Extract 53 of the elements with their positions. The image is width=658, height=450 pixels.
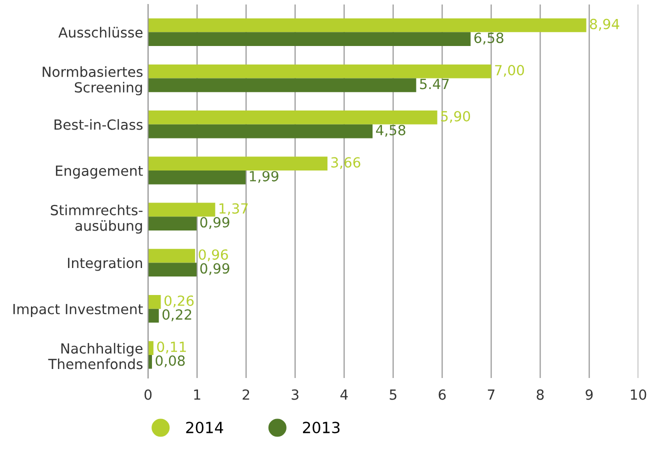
x-tick-label: 6 bbox=[438, 389, 446, 400]
y-tick-label: Stimmrechts- ausübung bbox=[50, 204, 143, 234]
data-label: 5.47 bbox=[420, 78, 449, 90]
x-tick-label: 5 bbox=[390, 390, 396, 400]
bar bbox=[148, 216, 197, 230]
bar bbox=[148, 156, 328, 170]
data-label: 0,99 bbox=[200, 217, 230, 229]
legend-label: 2013 bbox=[302, 422, 340, 434]
data-label: 1,99 bbox=[250, 170, 278, 183]
x-tick-label: 1 bbox=[194, 390, 200, 400]
data-label: 0,96 bbox=[198, 249, 228, 262]
bar bbox=[148, 341, 154, 355]
x-tick-label: 10 bbox=[630, 389, 646, 400]
y-tick-label: Nachhaltige Themenfonds bbox=[48, 342, 143, 370]
x-tick-label: 9 bbox=[586, 389, 593, 400]
y-tick-label: Engagement bbox=[56, 166, 143, 179]
data-label: 1,37 bbox=[220, 203, 248, 216]
data-label: 0,08 bbox=[156, 355, 185, 368]
x-tick-label: 8 bbox=[536, 389, 544, 400]
bar bbox=[148, 248, 196, 263]
data-label: 5,90 bbox=[441, 110, 470, 123]
bar bbox=[148, 202, 216, 217]
y-tick-label: Integration bbox=[68, 257, 142, 271]
x-tick-label: 3 bbox=[292, 389, 298, 400]
bar bbox=[148, 78, 416, 92]
y-tick-label: Impact Investment bbox=[13, 304, 143, 317]
bar bbox=[148, 32, 471, 46]
x-tick-label: 7 bbox=[488, 390, 494, 400]
data-label: 0,99 bbox=[200, 263, 230, 276]
bar bbox=[148, 64, 492, 78]
x-tick-label: 0 bbox=[144, 389, 152, 400]
data-label: 4,58 bbox=[376, 124, 406, 137]
bar bbox=[148, 308, 159, 323]
x-tick-label: 2 bbox=[242, 389, 250, 400]
bar bbox=[148, 110, 438, 124]
bar bbox=[148, 124, 373, 138]
data-label: 0,11 bbox=[157, 342, 186, 354]
data-label: 7,00 bbox=[495, 64, 524, 77]
data-label: 3,66 bbox=[331, 157, 360, 170]
data-label: 0,26 bbox=[164, 295, 194, 308]
x-tick-label: 4 bbox=[340, 390, 348, 400]
bar bbox=[148, 170, 246, 184]
y-tick-label: Normbasiertes Screening bbox=[42, 66, 143, 96]
data-label: 8,94 bbox=[590, 18, 620, 31]
data-label: 0,22 bbox=[162, 309, 192, 322]
bar bbox=[148, 354, 152, 369]
data-label: 6,58 bbox=[474, 32, 504, 45]
bar bbox=[148, 262, 197, 277]
legend-label: 2014 bbox=[186, 422, 224, 434]
y-tick-label: Best-in-Class bbox=[54, 119, 143, 130]
y-tick-label: Ausschlüsse bbox=[58, 26, 142, 38]
bar bbox=[148, 295, 161, 309]
bar bbox=[148, 18, 586, 32]
